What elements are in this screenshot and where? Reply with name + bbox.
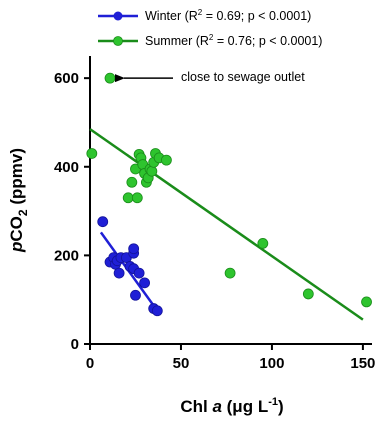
y-axis-title: pCO2 (ppmv) [7,148,30,253]
legend: Winter (R2 = 0.69; p < 0.0001) Summer (R… [98,8,322,48]
data-points [86,72,372,317]
y-tick-label-200: 200 [54,247,79,264]
ticks: 0 50 100 150 0 200 400 600 [54,70,375,372]
legend-winter-suffix: = 0.69; p < 0.0001) [202,9,311,23]
point-summer-20 [302,288,314,300]
x-axis-title: Chl a (μg L-1) [180,396,283,416]
legend-summer-prefix: Summer (R [145,34,209,48]
x-axis-title-close: ) [278,397,284,416]
fit-line-summer [89,128,364,321]
point-summer-3 [126,176,138,188]
point-summer-13 [146,165,158,177]
y-axis-title-sub: 2 [16,209,30,216]
x-axis-title-italic: a [212,397,221,416]
fit-lines [89,128,364,321]
annotation-label: close to sewage outlet [181,70,305,84]
x-tick-label-0: 0 [86,355,94,372]
point-summer-1 [104,72,116,84]
legend-entry-winter: Winter (R2 = 0.69; p < 0.0001) [98,8,311,23]
y-tick-label-400: 400 [54,159,79,176]
x-tick-label-50: 50 [173,355,190,372]
x-axis-title-main: Chl [180,397,212,416]
point-winter-13 [133,267,145,279]
point-winter-12 [130,289,141,301]
point-winter-16 [151,305,163,317]
legend-summer-marker [113,36,123,46]
legend-summer-sup: 2 [209,33,214,42]
legend-winter-label: Winter (R2 = 0.69; p < 0.0001) [145,8,311,23]
y-tick-label-0: 0 [71,336,79,353]
x-axis-title-exp: -1 [268,396,278,408]
legend-summer-suffix: = 0.76; p < 0.0001) [213,34,322,48]
point-summer-5 [131,192,143,204]
y-axis-title-italic: p [7,242,26,253]
point-summer-18 [224,267,236,279]
point-winter-14 [139,277,150,289]
point-summer-21 [361,296,372,308]
legend-winter-sup: 2 [198,8,203,17]
y-axis-title-main: CO [7,216,26,242]
axes [89,56,372,345]
point-summer-2 [122,192,134,204]
y-axis-title-units: (ppmv) [7,148,26,209]
point-summer-19 [257,238,269,249]
x-axis-title-units: (μg L [222,397,268,416]
legend-winter-marker [113,11,123,21]
point-winter-5 [113,267,125,279]
legend-winter-prefix: Winter (R [145,9,198,23]
annotation: close to sewage outlet [115,70,305,84]
x-tick-label-150: 150 [350,355,375,372]
x-tick-label-100: 100 [259,355,284,372]
legend-entry-summer: Summer (R2 = 0.76; p < 0.0001) [98,33,322,48]
point-winter-10 [128,243,140,255]
point-summer-0 [86,148,98,159]
point-summer-17 [161,154,172,166]
y-tick-label-600: 600 [54,70,79,87]
point-winter-0 [97,216,109,228]
legend-summer-label: Summer (R2 = 0.76; p < 0.0001) [145,33,322,48]
